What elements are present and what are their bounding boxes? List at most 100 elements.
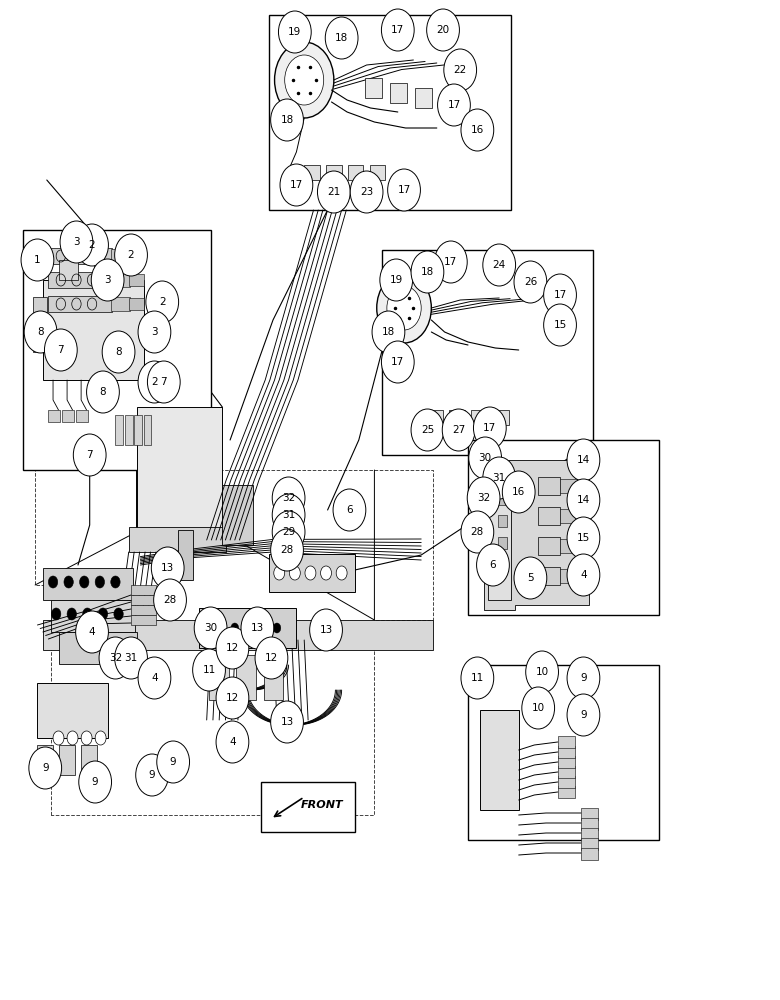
Circle shape <box>115 637 147 679</box>
Bar <box>581 838 598 850</box>
Bar <box>440 93 457 113</box>
Circle shape <box>567 439 600 481</box>
Circle shape <box>193 649 225 691</box>
Circle shape <box>461 657 494 699</box>
Bar <box>48 296 112 312</box>
Polygon shape <box>43 620 433 650</box>
Bar <box>560 509 577 523</box>
Bar <box>43 280 144 380</box>
Text: 18: 18 <box>382 327 395 337</box>
Bar <box>131 585 156 595</box>
Circle shape <box>272 494 305 536</box>
Bar <box>269 15 511 210</box>
Text: 9: 9 <box>170 757 176 767</box>
Bar <box>48 248 112 264</box>
Circle shape <box>272 511 305 553</box>
Circle shape <box>53 731 64 745</box>
FancyBboxPatch shape <box>261 782 355 832</box>
Circle shape <box>333 489 366 531</box>
Circle shape <box>194 607 227 649</box>
Circle shape <box>51 608 61 620</box>
Text: 7: 7 <box>87 450 93 460</box>
Circle shape <box>102 331 135 373</box>
Bar <box>134 415 142 445</box>
Circle shape <box>241 607 274 649</box>
Text: 8: 8 <box>115 347 122 357</box>
Bar <box>129 298 144 310</box>
Circle shape <box>467 477 500 519</box>
Circle shape <box>444 49 477 91</box>
Circle shape <box>388 169 420 211</box>
Text: 6: 6 <box>490 560 496 570</box>
Bar <box>304 165 320 180</box>
Bar <box>581 808 598 820</box>
Bar <box>23 230 211 470</box>
Bar <box>111 297 130 311</box>
Circle shape <box>285 55 324 105</box>
Circle shape <box>76 224 108 266</box>
Text: 25: 25 <box>421 425 434 435</box>
Text: 3: 3 <box>151 327 158 337</box>
Circle shape <box>317 171 350 213</box>
Bar <box>488 470 511 600</box>
Circle shape <box>275 42 334 118</box>
Circle shape <box>157 741 190 783</box>
Text: 3: 3 <box>105 275 111 285</box>
Circle shape <box>438 84 470 126</box>
Bar <box>471 410 487 425</box>
Text: 1: 1 <box>34 255 41 265</box>
Bar <box>33 297 47 352</box>
Circle shape <box>274 566 285 580</box>
Text: 2: 2 <box>89 240 95 250</box>
Bar <box>493 410 509 425</box>
Text: 8: 8 <box>100 387 106 397</box>
Bar <box>199 608 296 648</box>
Circle shape <box>273 623 281 633</box>
Bar <box>558 756 575 768</box>
Circle shape <box>231 623 239 633</box>
Bar <box>468 665 659 840</box>
Circle shape <box>87 371 119 413</box>
Circle shape <box>567 657 600 699</box>
Text: 15: 15 <box>577 533 590 543</box>
Text: 2: 2 <box>128 250 134 260</box>
Bar <box>449 410 465 425</box>
Circle shape <box>483 457 516 499</box>
Bar <box>348 165 363 180</box>
Circle shape <box>271 701 303 743</box>
Circle shape <box>80 576 89 588</box>
Bar <box>560 479 577 493</box>
Circle shape <box>377 273 431 343</box>
Bar <box>129 250 144 262</box>
Text: 17: 17 <box>398 185 410 195</box>
Circle shape <box>442 409 475 451</box>
Bar <box>81 745 97 775</box>
Bar <box>58 632 136 664</box>
Text: 17: 17 <box>484 423 496 433</box>
Circle shape <box>271 529 303 571</box>
Circle shape <box>146 281 179 323</box>
Bar <box>43 568 133 600</box>
Circle shape <box>514 261 547 303</box>
Text: 28: 28 <box>281 545 293 555</box>
Bar <box>558 776 575 788</box>
Text: 15: 15 <box>554 320 566 330</box>
Circle shape <box>387 286 421 330</box>
Text: 11: 11 <box>203 665 215 675</box>
Text: 31: 31 <box>493 473 505 483</box>
Text: 21: 21 <box>328 187 340 197</box>
Bar <box>560 539 577 553</box>
Bar <box>581 818 598 830</box>
Circle shape <box>111 576 120 588</box>
Text: 12: 12 <box>265 653 278 663</box>
Bar <box>365 78 382 98</box>
Bar <box>427 410 443 425</box>
Circle shape <box>469 437 502 479</box>
Text: 10: 10 <box>536 667 548 677</box>
Circle shape <box>473 407 506 449</box>
Text: 30: 30 <box>479 453 491 463</box>
Circle shape <box>60 221 93 263</box>
Bar <box>236 655 256 700</box>
Circle shape <box>81 731 92 745</box>
Bar <box>129 274 144 286</box>
